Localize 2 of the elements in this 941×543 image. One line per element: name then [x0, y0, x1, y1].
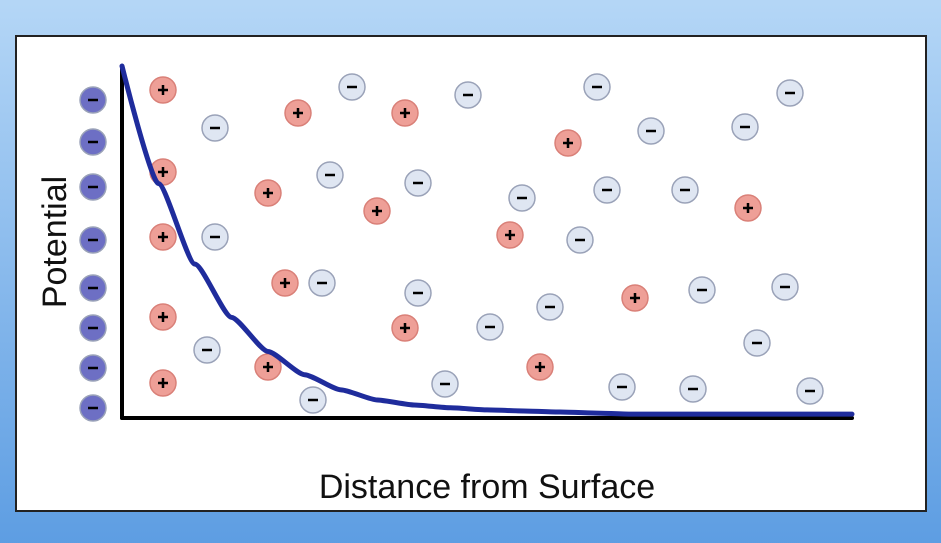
- x-axis-title: Distance from Surface: [318, 468, 656, 506]
- y-axis-title: Potential: [36, 176, 74, 308]
